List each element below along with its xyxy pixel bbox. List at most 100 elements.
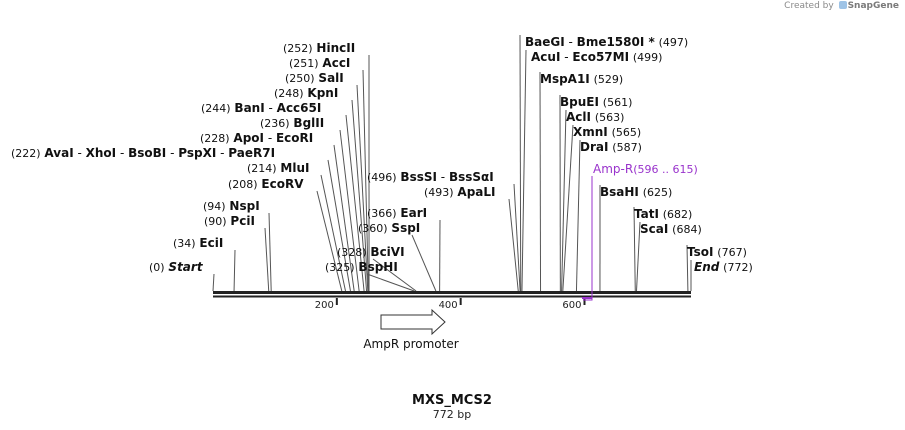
site-label: (328) BciVI bbox=[337, 245, 405, 259]
site-label: DraI (587) bbox=[580, 140, 642, 154]
site-label: (94) NspI bbox=[203, 199, 260, 213]
site-connector bbox=[411, 234, 437, 292]
site-label: (496) BssSI - BssSαI bbox=[367, 170, 494, 184]
enzyme-name: BanI bbox=[234, 101, 264, 115]
site-apoi[interactable]: (228) ApoI - EcoRI bbox=[200, 131, 313, 145]
site-avai[interactable]: (222) AvaI - XhoI - BsoBI - PspXI - PaeR… bbox=[11, 146, 275, 160]
site-labels: (0) Start (34) EciI (90) PciI(94) NspI (208… bbox=[11, 35, 753, 274]
site-baegi[interactable]: BaeGI - Bme1580I * (497) bbox=[525, 35, 688, 49]
enzyme-name: EarI bbox=[400, 206, 427, 220]
enzyme-name: EciI bbox=[199, 236, 223, 250]
site-label: (34) EciI bbox=[173, 236, 223, 250]
enzyme-name: ScaI bbox=[640, 222, 668, 236]
enzyme-name: PaeR7I bbox=[228, 146, 275, 160]
site-position: (328) bbox=[337, 246, 367, 259]
site-start[interactable]: (0) Start bbox=[149, 260, 204, 274]
site-tati[interactable]: TatI (682) bbox=[634, 207, 692, 221]
site-position: (587) bbox=[612, 141, 642, 154]
site-sali[interactable]: (250) SalI bbox=[285, 71, 344, 85]
ruler: 200 400 600 bbox=[315, 298, 586, 311]
site-bglii[interactable]: (236) BglII bbox=[260, 116, 324, 130]
site-position: (248) bbox=[274, 87, 304, 100]
site-xmni[interactable]: XmnI (565) bbox=[573, 125, 641, 139]
enzyme-name: BpuEI bbox=[560, 95, 599, 109]
snapgene-logo-icon bbox=[838, 1, 847, 9]
site-position: (767) bbox=[717, 246, 747, 259]
site-label: (325) BspHI bbox=[325, 260, 398, 274]
site-bsahi[interactable]: BsaHI (625) bbox=[600, 185, 672, 199]
site-apali[interactable]: (493) ApaLI bbox=[424, 185, 496, 199]
site-mlui[interactable]: (214) MluI bbox=[247, 161, 309, 175]
site-connector bbox=[372, 258, 417, 292]
site-connector bbox=[519, 34, 522, 292]
site-ecii[interactable]: (34) EciI bbox=[173, 236, 223, 250]
site-connector bbox=[633, 206, 636, 292]
site-connector bbox=[345, 114, 365, 292]
site-scai[interactable]: ScaI (684) bbox=[640, 222, 702, 236]
site-connector bbox=[362, 69, 369, 292]
site-pcii[interactable]: (90) PciI bbox=[204, 214, 255, 228]
site-label: (222) AvaI - XhoI - BsoBI - PspXI - PaeR… bbox=[11, 146, 275, 160]
enzyme-name: ApoI bbox=[233, 131, 264, 145]
site-position: (499) bbox=[633, 51, 663, 64]
enzyme-name: BspHI bbox=[358, 260, 397, 274]
amp-r-range: (596 .. 615) bbox=[633, 163, 698, 176]
site-kpni[interactable]: (248) KpnI bbox=[274, 86, 338, 100]
map-length: 772 bp bbox=[433, 408, 471, 421]
site-label: TatI (682) bbox=[634, 207, 692, 221]
site-bsphi[interactable]: (325) BspHI bbox=[325, 260, 398, 274]
site-acui[interactable]: AcuI - Eco57MI (499) bbox=[531, 50, 662, 64]
site-connector bbox=[561, 109, 567, 292]
site-label: (0) Start bbox=[149, 260, 204, 274]
site-position: (228) bbox=[200, 132, 230, 145]
sequence-backbone bbox=[213, 291, 691, 298]
enzyme-name: AvaI bbox=[44, 146, 73, 160]
site-sspi[interactable]: (360) SspI bbox=[358, 221, 420, 235]
site-position: (496) bbox=[367, 171, 397, 184]
enzyme-name: NspI bbox=[229, 199, 259, 213]
site-label: (251) AccI bbox=[289, 56, 350, 70]
site-label: TsoI (767) bbox=[687, 245, 747, 259]
site-hincii[interactable]: (252) HincII bbox=[283, 41, 355, 55]
site-nspi[interactable]: (94) NspI bbox=[203, 199, 260, 213]
enzyme-name: Start bbox=[168, 260, 203, 274]
site-label: (248) KpnI bbox=[274, 86, 338, 100]
site-bani[interactable]: (244) BanI - Acc65I bbox=[201, 101, 321, 115]
site-connector bbox=[508, 198, 519, 292]
site-tsoi[interactable]: TsoI (767) bbox=[687, 245, 747, 259]
site-connector bbox=[268, 212, 272, 292]
site-label: (244) BanI - Acc65I bbox=[201, 101, 321, 115]
enzyme-name: TsoI bbox=[687, 245, 713, 259]
enzyme-name: ApaLI bbox=[457, 185, 495, 199]
enzyme-name: DraI bbox=[580, 140, 608, 154]
site-connector bbox=[320, 174, 346, 292]
site-position: (34) bbox=[173, 237, 196, 250]
site-bpuei[interactable]: BpuEI (561) bbox=[560, 95, 632, 109]
site-acli[interactable]: AclI (563) bbox=[566, 110, 624, 124]
site-position: (252) bbox=[283, 42, 313, 55]
enzyme-name: EcoRV bbox=[261, 177, 304, 191]
site-connector bbox=[539, 71, 542, 292]
site-position: (236) bbox=[260, 117, 290, 130]
enzyme-name: Eco57MI bbox=[572, 50, 629, 64]
site-eari[interactable]: (366) EarI bbox=[367, 206, 427, 220]
enzyme-name: End bbox=[694, 260, 720, 274]
site-bsssi[interactable]: (496) BssSI - BssSαI bbox=[367, 170, 494, 184]
amp-r-name: Amp-R bbox=[593, 162, 633, 176]
site-label: End (772) bbox=[694, 260, 753, 274]
ruler-tick-label: 200 bbox=[315, 300, 334, 311]
enzyme-name: Acc65I bbox=[277, 101, 322, 115]
enzyme-name: BaeGI bbox=[525, 35, 565, 49]
site-position: (251) bbox=[289, 57, 319, 70]
site-label: (208) EcoRV bbox=[228, 177, 304, 191]
site-bcivi[interactable]: (328) BciVI bbox=[337, 245, 405, 259]
site-mspa1i[interactable]: MspA1I (529) bbox=[540, 72, 623, 86]
site-ecorv[interactable]: (208) EcoRV bbox=[228, 177, 304, 191]
site-acci[interactable]: (251) AccI bbox=[289, 56, 350, 70]
site-connector bbox=[686, 244, 689, 292]
site-end[interactable]: End (772) bbox=[694, 260, 753, 274]
site-drai[interactable]: DraI (587) bbox=[580, 140, 642, 154]
site-connectors bbox=[212, 34, 692, 292]
enzyme-name: BssSI bbox=[400, 170, 437, 184]
enzyme-name: KpnI bbox=[307, 86, 338, 100]
